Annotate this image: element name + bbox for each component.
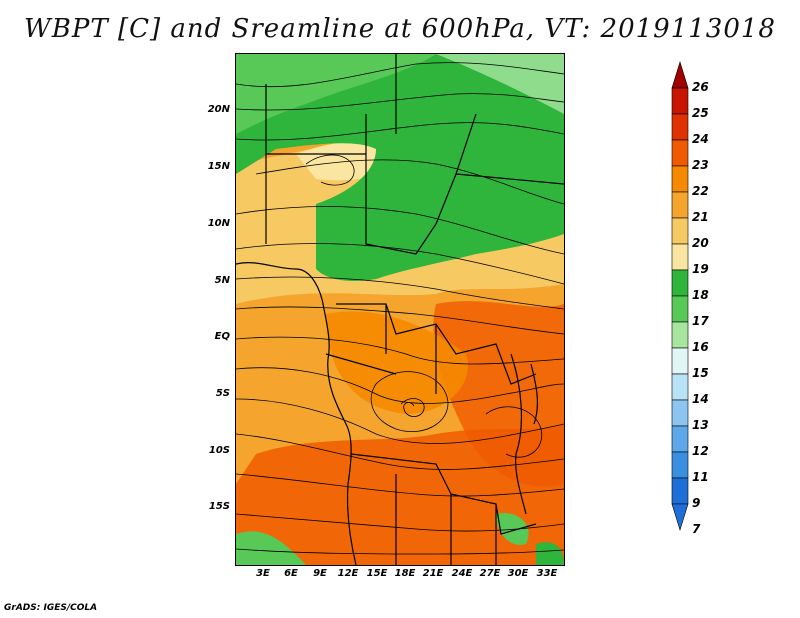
colorbar-label: 11 bbox=[692, 470, 709, 484]
colorbar-swatch bbox=[671, 295, 689, 323]
colorbar-swatch bbox=[671, 113, 689, 141]
lat-label: 10N bbox=[207, 218, 230, 229]
lat-label: 10S bbox=[208, 445, 230, 456]
colorbar-label: 12 bbox=[692, 444, 709, 458]
colorbar-label: 13 bbox=[692, 418, 709, 432]
colorbar-label: 19 bbox=[692, 262, 709, 276]
colorbar-label: 25 bbox=[692, 106, 709, 120]
field-warm-center bbox=[326, 311, 468, 414]
lat-label: 15S bbox=[208, 501, 230, 512]
colorbar-label: 22 bbox=[692, 184, 709, 198]
colorbar-swatch bbox=[671, 373, 689, 401]
lat-label: 5S bbox=[215, 388, 230, 399]
lon-label: 21E bbox=[422, 568, 444, 579]
lat-label: 5N bbox=[214, 275, 230, 286]
colorbar-swatch bbox=[671, 269, 689, 297]
field-warm-east bbox=[433, 301, 564, 487]
colorbar-label: 18 bbox=[692, 288, 709, 302]
lat-label: 20N bbox=[207, 104, 230, 115]
colorbar-swatch bbox=[671, 87, 689, 115]
colorbar-swatch bbox=[671, 477, 689, 505]
field-green-se2 bbox=[536, 542, 564, 565]
lon-label: 18E bbox=[394, 568, 416, 579]
colorbar-label: 21 bbox=[692, 210, 709, 224]
lon-label: 24E bbox=[451, 568, 473, 579]
colorbar-label: 16 bbox=[692, 340, 709, 354]
credit-text: GrADS: IGES/COLA bbox=[4, 603, 98, 613]
lon-label: 6E bbox=[284, 568, 298, 579]
colorbar-swatch bbox=[671, 243, 689, 271]
map-panel bbox=[235, 53, 565, 566]
lon-label: 27E bbox=[479, 568, 501, 579]
lat-label: 15N bbox=[207, 161, 230, 172]
colorbar-swatch bbox=[671, 399, 689, 427]
colorbar-label: 26 bbox=[692, 80, 709, 94]
colorbar bbox=[671, 60, 689, 532]
wbpt-field bbox=[236, 54, 564, 565]
lon-label: 33E bbox=[536, 568, 558, 579]
colorbar-label: 9 bbox=[692, 496, 701, 510]
colorbar-swatch bbox=[671, 191, 689, 219]
lon-label: 12E bbox=[337, 568, 359, 579]
field-warm-south bbox=[236, 424, 564, 565]
colorbar-label: 20 bbox=[692, 236, 709, 250]
field-green-15 bbox=[436, 54, 564, 114]
colorbar-top-arrow bbox=[671, 60, 689, 89]
colorbar-swatch bbox=[671, 425, 689, 453]
lon-label: 9E bbox=[313, 568, 327, 579]
colorbar-swatch bbox=[671, 139, 689, 167]
colorbar-swatch bbox=[671, 217, 689, 245]
colorbar-swatch bbox=[671, 165, 689, 193]
colorbar-label: 15 bbox=[692, 366, 709, 380]
colorbar-swatch bbox=[671, 321, 689, 349]
field-green-sw bbox=[236, 531, 306, 565]
map-title: WBPT [C] and Sreamline at 600hPa, VT: 20… bbox=[24, 14, 776, 44]
field-green-17 bbox=[236, 54, 564, 281]
colorbar-label: 17 bbox=[692, 314, 709, 328]
colorbar-bottom-arrow bbox=[671, 503, 689, 532]
lon-label: 30E bbox=[507, 568, 529, 579]
field-green-16 bbox=[236, 54, 436, 134]
coastlines-borders bbox=[236, 54, 564, 565]
colorbar-label: 7 bbox=[692, 522, 701, 536]
colorbar-label: 14 bbox=[692, 392, 709, 406]
streamlines bbox=[236, 62, 564, 555]
colorbar-label: 24 bbox=[692, 132, 709, 146]
lon-label: 3E bbox=[256, 568, 270, 579]
lon-label: 15E bbox=[366, 568, 388, 579]
colorbar-swatch bbox=[671, 451, 689, 479]
colorbar-label: 23 bbox=[692, 158, 709, 172]
lat-label: EQ bbox=[214, 331, 230, 342]
colorbar-swatch bbox=[671, 347, 689, 375]
